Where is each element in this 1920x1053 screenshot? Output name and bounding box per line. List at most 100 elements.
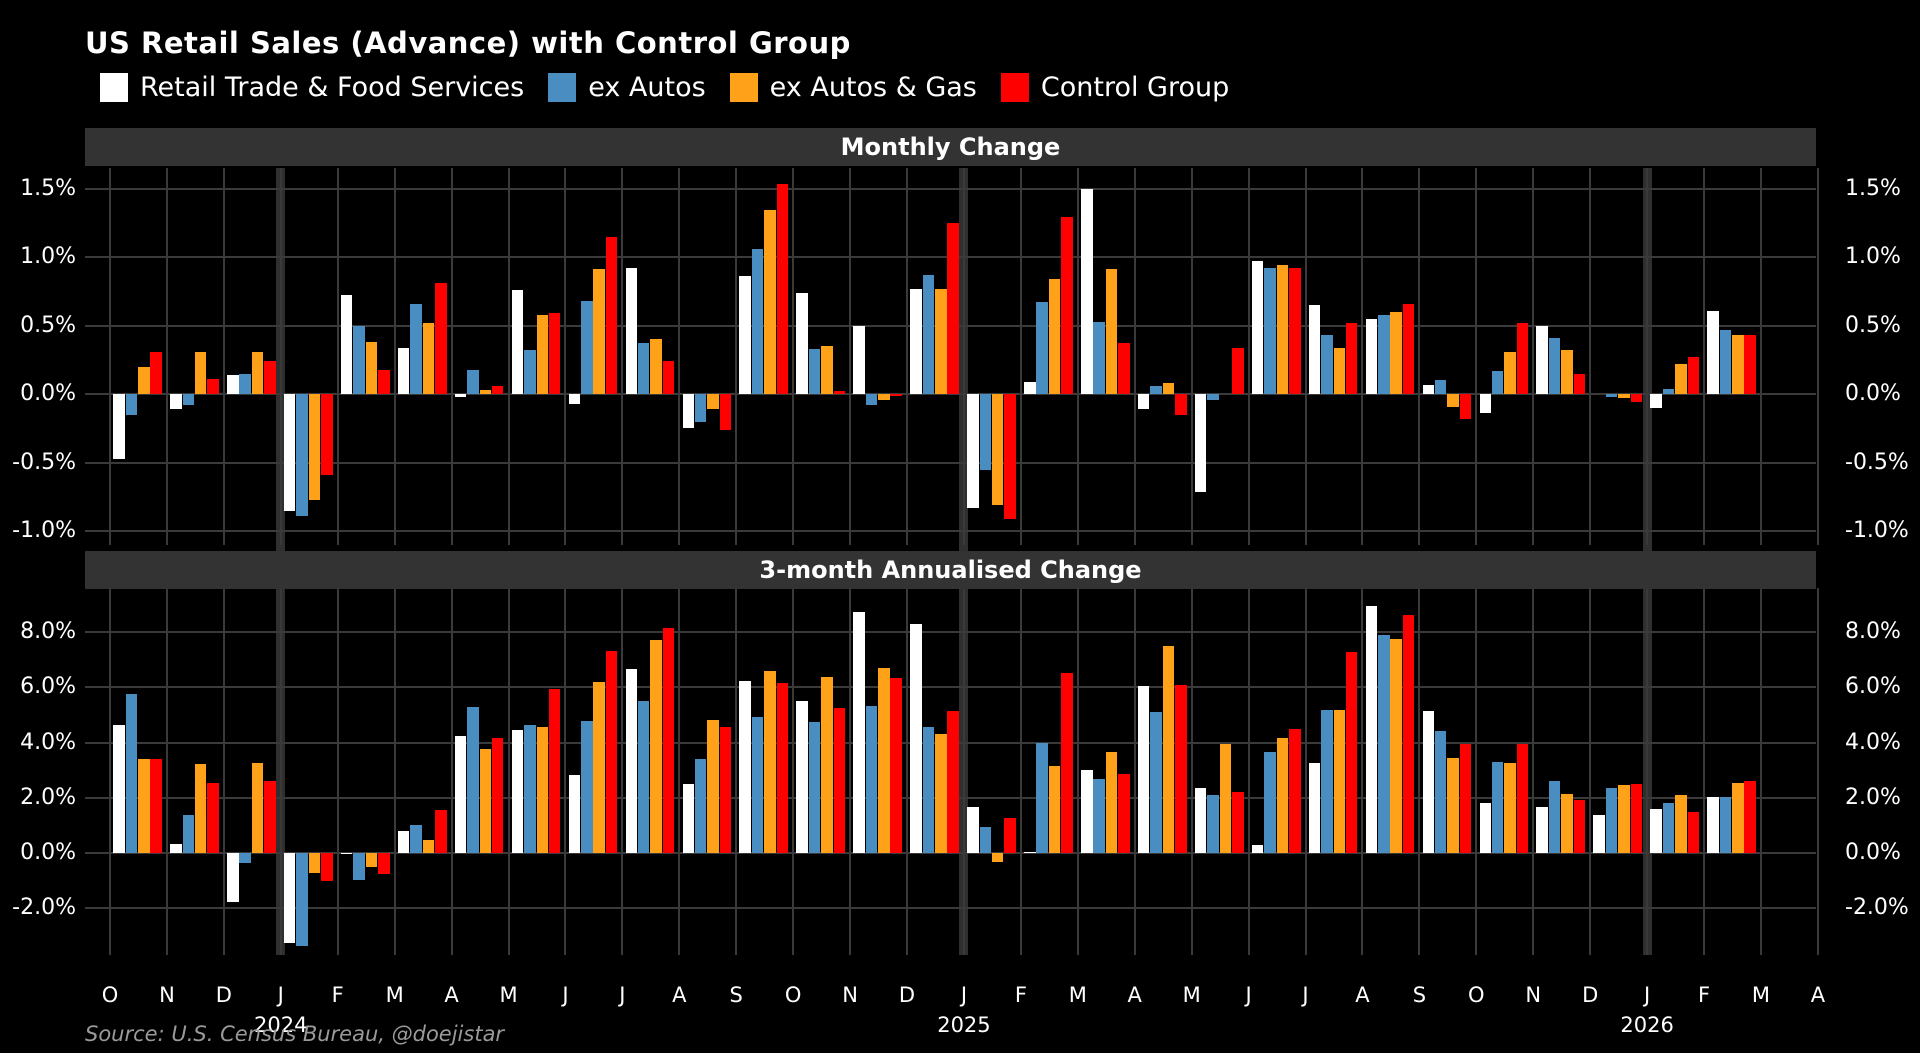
bar (283, 394, 296, 511)
bar (1402, 303, 1415, 395)
bar (227, 852, 239, 902)
bar (1504, 762, 1516, 853)
bar (524, 725, 536, 853)
bar (1707, 797, 1719, 853)
bar (1276, 738, 1289, 853)
bar (1061, 217, 1073, 395)
gridline-vertical (1418, 588, 1421, 955)
bar (1707, 310, 1719, 395)
legend-swatch-ex-autos-gas (729, 73, 758, 102)
x-month-label: F (1697, 983, 1711, 1007)
gridline-vertical (1816, 168, 1819, 545)
bar (1459, 394, 1472, 419)
x-month-label: M (1182, 983, 1201, 1007)
bar (1289, 268, 1301, 395)
bar (1365, 318, 1378, 395)
gridline-vertical (1816, 588, 1819, 955)
bar (878, 394, 890, 400)
bar (853, 325, 865, 395)
bar (1276, 265, 1289, 395)
x-month-label: J (562, 983, 569, 1007)
bar (296, 852, 308, 946)
bar (1081, 770, 1093, 853)
bar (138, 366, 150, 395)
bar (113, 394, 125, 459)
bar (1194, 394, 1207, 492)
bar (922, 274, 935, 395)
bar (1308, 762, 1321, 853)
bar (1675, 364, 1687, 395)
bar (125, 693, 138, 853)
bar (1061, 673, 1073, 853)
bar (308, 852, 321, 874)
bar (605, 650, 618, 853)
bar (264, 781, 276, 853)
gridline-vertical (507, 588, 510, 955)
legend-item: ex Autos (548, 72, 706, 103)
bar (967, 807, 979, 853)
gridline-horizontal (85, 631, 1816, 634)
bar (1232, 347, 1244, 395)
bar (1479, 394, 1492, 414)
bar (776, 682, 789, 853)
bar (378, 852, 390, 874)
gridline-vertical (1076, 588, 1079, 955)
bar (1105, 752, 1118, 853)
bar (581, 720, 593, 853)
bar (1390, 638, 1402, 853)
bar (739, 276, 751, 395)
bar (1402, 615, 1415, 853)
panel-header-monthly-change: Monthly Change (85, 128, 1816, 166)
bar (170, 843, 182, 853)
bar (637, 700, 650, 853)
bar (947, 711, 959, 853)
bar (1321, 709, 1333, 853)
bar (1593, 814, 1605, 853)
gridline-vertical (1190, 168, 1193, 545)
legend-item: ex Autos & Gas (729, 72, 977, 103)
x-month-label: F (1014, 983, 1027, 1007)
bar (605, 236, 618, 395)
x-year-label: 2026 (1620, 1013, 1674, 1037)
y-tick-label-left: 0.0% (20, 381, 76, 407)
legend-label: Retail Trade & Food Services (140, 72, 525, 103)
bar (1536, 807, 1548, 853)
bar (353, 325, 365, 395)
bar (397, 830, 410, 853)
y-tick-label-right: -0.5% (1845, 449, 1909, 475)
gridline-vertical (621, 588, 624, 955)
bar (568, 394, 581, 404)
bar (435, 810, 447, 853)
gridline-vertical (279, 168, 282, 545)
gridline-vertical (1190, 588, 1193, 955)
bar (650, 339, 662, 395)
gridline-vertical (1133, 168, 1136, 545)
gridline-vertical (792, 588, 795, 955)
x-month-label: J (1644, 983, 1651, 1007)
bar (1561, 793, 1573, 853)
bar (536, 314, 548, 395)
bar (593, 269, 605, 395)
gridline-vertical (450, 588, 453, 955)
x-month-label: J (619, 983, 626, 1007)
gridline-horizontal (85, 461, 1816, 464)
bar (138, 758, 150, 853)
bar (650, 639, 662, 853)
bar (796, 292, 808, 395)
bar (283, 852, 296, 944)
bar (1219, 744, 1232, 853)
bar (435, 283, 447, 395)
gridline-vertical (962, 168, 965, 545)
bar (581, 300, 593, 395)
x-month-label: D (898, 983, 916, 1007)
x-year-label: 2025 (937, 1013, 991, 1037)
bar (239, 852, 251, 863)
bar (1081, 188, 1093, 395)
bar (1548, 780, 1561, 853)
bar (1118, 343, 1130, 395)
bar (910, 288, 922, 395)
bar (1573, 373, 1586, 395)
bar (890, 678, 902, 853)
bar (467, 706, 479, 853)
